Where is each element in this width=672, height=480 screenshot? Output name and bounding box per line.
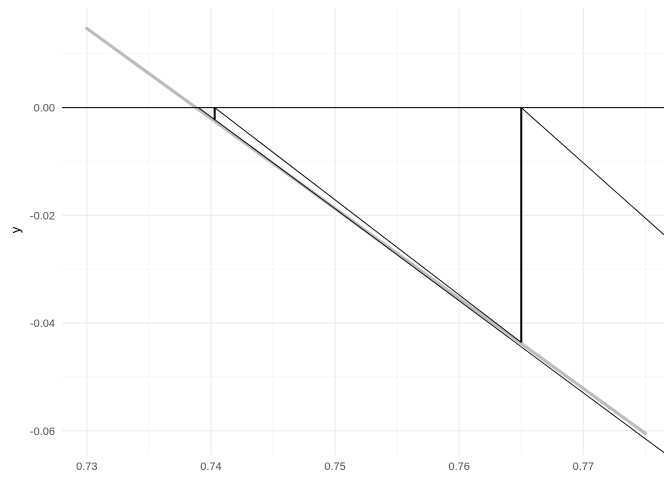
secant-line — [199, 108, 667, 455]
y-tick-label: -0.06 — [30, 426, 55, 438]
y-tick-label: 0.00 — [34, 103, 55, 115]
series-layer — [62, 28, 666, 454]
x-tick-label: 0.73 — [76, 461, 97, 473]
y-axis-title: y — [8, 226, 23, 233]
plot-area — [62, 28, 666, 454]
x-tick-label: 0.74 — [200, 461, 221, 473]
y-tick-label: -0.04 — [30, 318, 55, 330]
function-curve-line — [87, 28, 646, 433]
x-tick-label: 0.76 — [448, 461, 469, 473]
x-tick-label: 0.77 — [573, 461, 594, 473]
x-tick-label: 0.75 — [324, 461, 345, 473]
y-tick-label: -0.02 — [30, 210, 55, 222]
secant-line — [215, 108, 522, 343]
tick-label-layer: 0.73 0.74 0.75 0.76 0.77 0.00 -0.02 -0.04 -0.06 — [30, 103, 594, 473]
